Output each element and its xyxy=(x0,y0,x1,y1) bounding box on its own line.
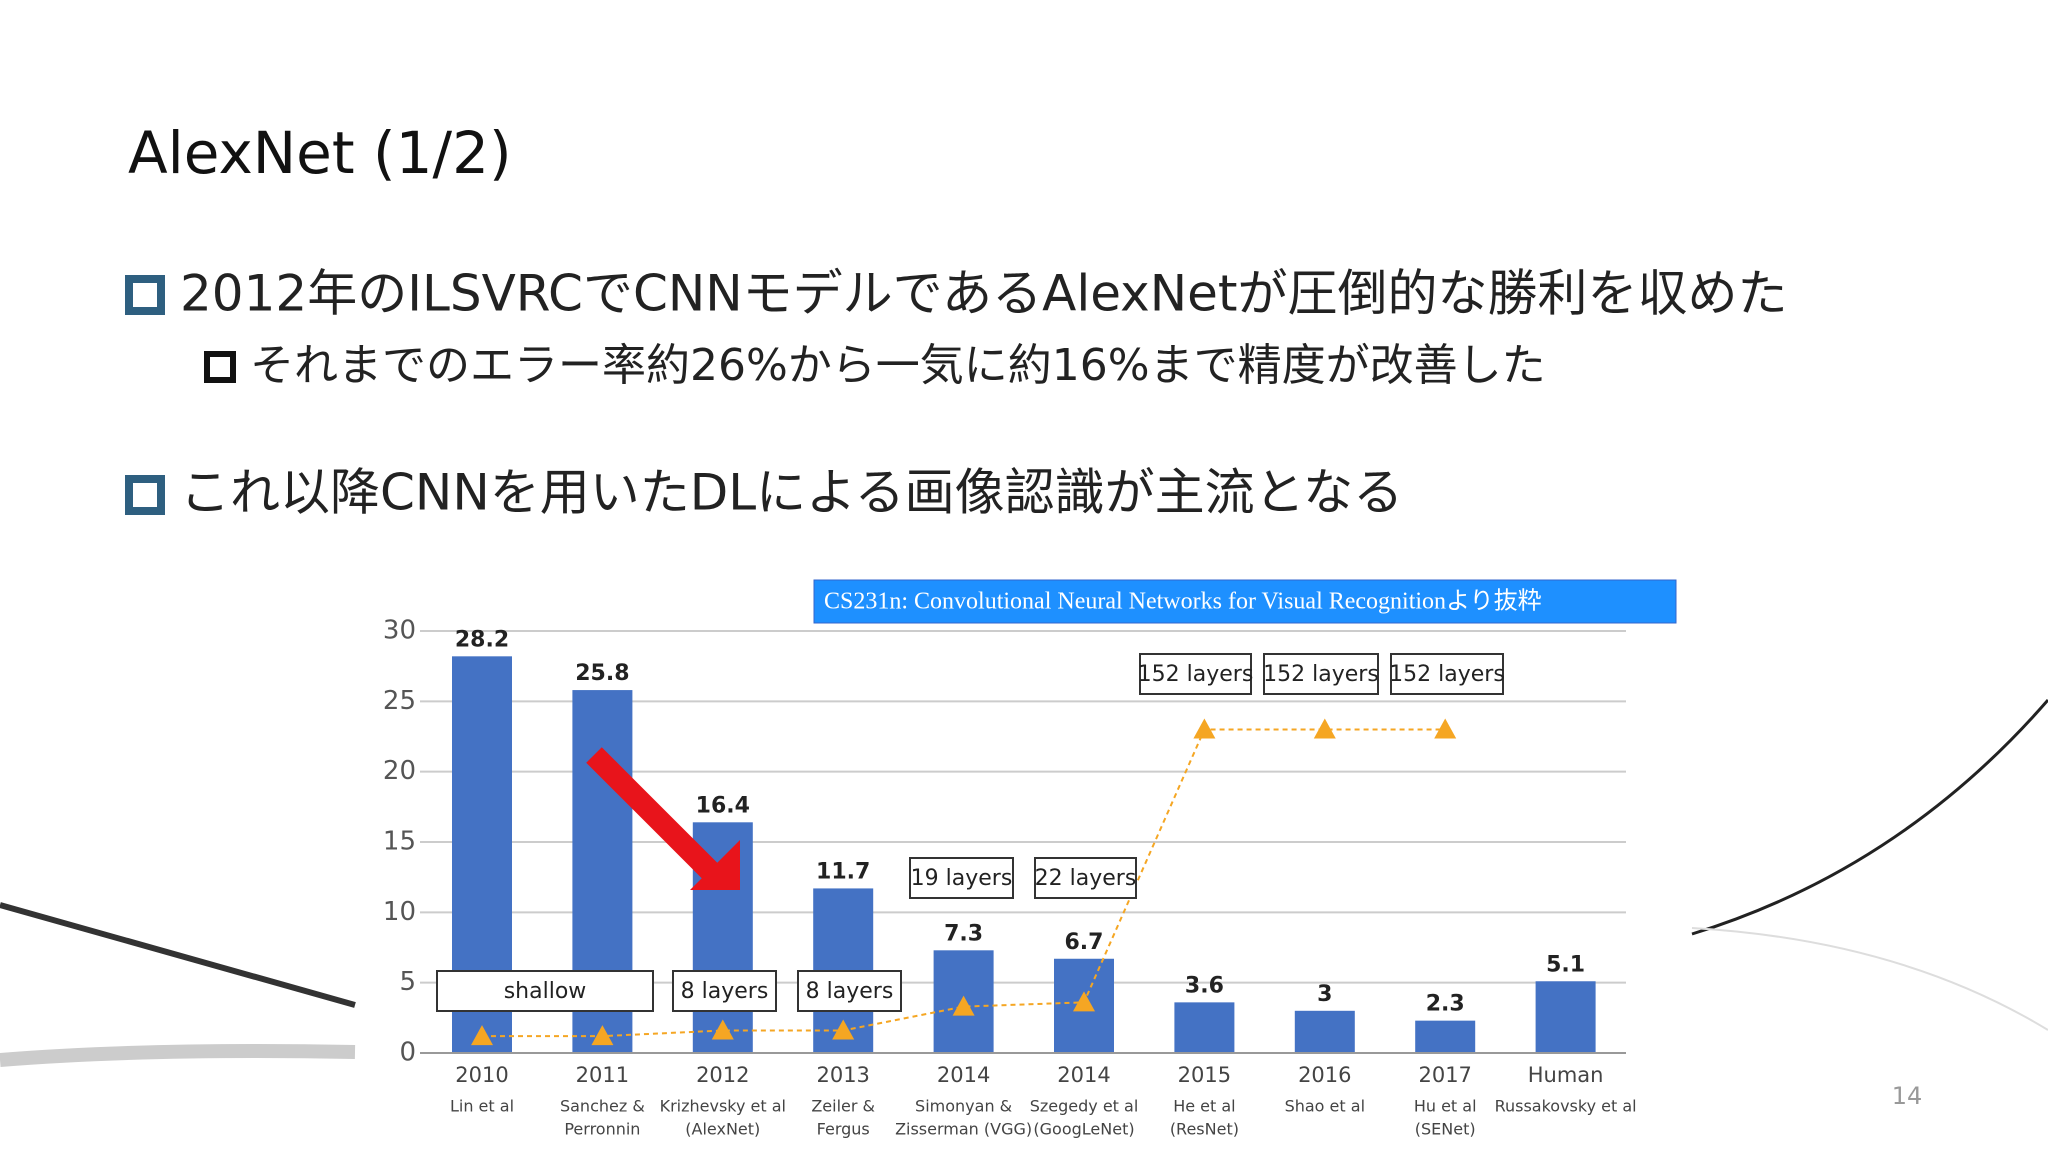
x-sublabel: Perronnin xyxy=(564,1120,640,1139)
depth-line xyxy=(482,728,1446,1038)
x-tick-label: 2015 xyxy=(1178,1063,1231,1087)
y-tick-label: 0 xyxy=(399,1038,416,1068)
x-sublabel: Simonyan & xyxy=(915,1097,1012,1116)
decor-line xyxy=(0,902,356,1008)
decor-line xyxy=(1691,927,2048,1031)
x-tick-label: Human xyxy=(1528,1063,1604,1087)
depth-marker xyxy=(952,995,975,1016)
x-sublabel: Shao et al xyxy=(1285,1097,1365,1116)
x-sublabel: Russakovsky et al xyxy=(1495,1097,1637,1116)
page-number: 14 xyxy=(1892,1082,1923,1110)
value-label: 16.4 xyxy=(696,793,750,818)
value-label: 5.1 xyxy=(1546,952,1585,977)
layer-label: shallow xyxy=(504,979,587,1004)
x-sublabel: Sanchez & xyxy=(560,1097,645,1116)
layer-label: 152 layers xyxy=(1263,662,1379,687)
y-tick-label: 10 xyxy=(383,897,416,927)
x-sublabel: Zeiler & xyxy=(811,1097,875,1116)
bullet-text: それまでのエラー率約26%から一気に約16%まで精度が改善した xyxy=(250,340,1546,391)
layer-label: 8 layers xyxy=(681,979,769,1004)
value-label: 6.7 xyxy=(1065,930,1104,955)
y-tick-label: 15 xyxy=(383,827,416,857)
value-label: 7.3 xyxy=(944,921,983,946)
x-sublabel: Hu et al xyxy=(1414,1097,1477,1116)
x-tick-label: 2010 xyxy=(455,1063,508,1087)
depth-marker xyxy=(471,1025,493,1046)
x-sublabel: Zisserman (VGG) xyxy=(895,1120,1032,1139)
arrow xyxy=(586,747,720,881)
layer-box xyxy=(1034,857,1137,899)
chart-title: CS231n: Convolutional Neural Networks fo… xyxy=(824,588,1542,615)
x-sublabel: (AlexNet) xyxy=(685,1120,760,1139)
layer-box xyxy=(436,970,654,1012)
slide-title: AlexNet (1/2) xyxy=(128,119,512,187)
y-tick-label: 25 xyxy=(383,686,416,716)
layer-box xyxy=(1139,653,1252,695)
y-tick-label: 30 xyxy=(383,616,416,646)
bar xyxy=(1535,981,1596,1053)
x-sublabel: (GoogLeNet) xyxy=(1033,1120,1134,1139)
depth-marker xyxy=(711,1019,734,1040)
x-sublabel: Szegedy et al xyxy=(1030,1097,1139,1116)
x-tick-label: 2014 xyxy=(937,1063,990,1087)
layer-label: 152 layers xyxy=(1138,662,1254,687)
x-tick-label: 2014 xyxy=(1057,1063,1110,1087)
value-label: 25.8 xyxy=(575,661,629,686)
x-sublabel: Lin et al xyxy=(450,1097,514,1116)
value-label: 2.3 xyxy=(1426,992,1465,1017)
x-tick-label: 2011 xyxy=(576,1063,629,1087)
depth-marker xyxy=(832,1019,855,1040)
layer-box xyxy=(1390,653,1504,695)
x-tick-label: 2017 xyxy=(1418,1063,1471,1087)
bullet-text: これ以降CNNを用いたDLによる画像認識が主流となる xyxy=(180,464,1403,522)
source-box xyxy=(813,579,1677,624)
y-tick-label: 20 xyxy=(383,756,416,786)
depth-marker xyxy=(1313,718,1336,739)
value-label: 3 xyxy=(1317,982,1332,1007)
bar xyxy=(1294,1010,1355,1053)
depth-marker xyxy=(1193,718,1216,739)
x-tick-label: 2013 xyxy=(816,1063,869,1087)
arrow-head xyxy=(690,840,740,890)
layer-label: 152 layers xyxy=(1389,662,1505,687)
x-sublabel: Fergus xyxy=(817,1120,870,1139)
x-sublabel: Krizhevsky et al xyxy=(660,1097,786,1116)
bullet-icon xyxy=(204,351,236,383)
depth-marker xyxy=(1073,991,1095,1012)
layer-box xyxy=(909,857,1014,899)
decor-line xyxy=(0,1044,356,1067)
x-sublabel: (ResNet) xyxy=(1170,1120,1239,1139)
bar xyxy=(1174,1002,1235,1053)
bullet-text: 2012年のILSVRCでCNNモデルであるAlexNetが圧倒的な勝利を収めた xyxy=(180,265,1788,323)
layer-box xyxy=(1263,653,1379,695)
layer-box xyxy=(672,970,777,1012)
layer-box xyxy=(797,970,902,1012)
bullet-icon xyxy=(125,475,165,515)
value-label: 28.2 xyxy=(455,627,509,652)
layer-label: 19 layers xyxy=(911,866,1013,891)
depth-marker xyxy=(591,1025,614,1046)
x-tick-label: 2016 xyxy=(1298,1063,1351,1087)
value-label: 11.7 xyxy=(816,859,870,884)
depth-marker xyxy=(1434,718,1457,739)
decor-line xyxy=(1691,699,2048,936)
x-sublabel: (SENet) xyxy=(1415,1120,1476,1139)
layer-label: 22 layers xyxy=(1035,866,1137,891)
value-label: 3.6 xyxy=(1185,973,1224,998)
x-tick-label: 2012 xyxy=(696,1063,749,1087)
bar xyxy=(1415,1020,1476,1053)
x-sublabel: He et al xyxy=(1173,1097,1235,1116)
layer-label: 8 layers xyxy=(806,979,894,1004)
y-tick-label: 5 xyxy=(399,967,416,997)
bullet-icon xyxy=(125,275,165,315)
